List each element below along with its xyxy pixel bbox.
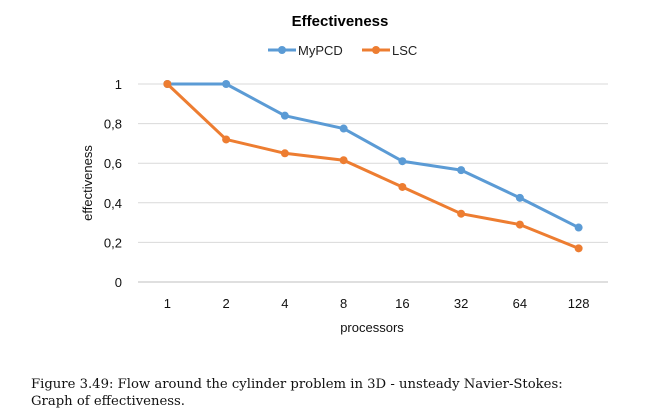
data-point-mypcd — [398, 157, 407, 166]
y-axis-label: effectiveness — [80, 145, 95, 221]
y-tick-label: 0,2 — [104, 235, 122, 250]
x-tick-label: 1 — [164, 296, 171, 311]
legend-item-mypcd: MyPCD — [268, 43, 343, 58]
data-point-lsc — [398, 182, 407, 191]
x-axis-label: processors — [340, 320, 404, 335]
gridlines — [138, 83, 608, 283]
x-tick-label: 2 — [223, 296, 230, 311]
data-point-mypcd — [515, 193, 524, 202]
data-point-mypcd — [222, 80, 231, 88]
y-tick-labels: 0 0,2 0,4 0,6 0,8 1 — [104, 77, 122, 290]
y-tick-label: 1 — [115, 77, 122, 92]
legend-lsc-marker — [372, 46, 380, 54]
data-point-mypcd — [574, 223, 583, 232]
data-point-mypcd — [280, 111, 289, 120]
legend-lsc-label: LSC — [392, 43, 417, 58]
caption-line-1: Figure 3.49: Flow around the cylinder pr… — [31, 377, 563, 392]
x-tick-label: 32 — [454, 296, 468, 311]
figure-caption: Figure 3.49: Flow around the cylinder pr… — [31, 376, 661, 410]
x-tick-label: 4 — [281, 296, 288, 311]
data-point-lsc — [222, 135, 231, 144]
x-tick-label: 8 — [340, 296, 347, 311]
data-point-lsc — [574, 244, 583, 253]
data-point-lsc — [280, 149, 289, 158]
y-tick-label: 0,6 — [104, 156, 122, 171]
legend: MyPCD LSC — [268, 43, 417, 58]
y-tick-label: 0 — [115, 275, 122, 290]
y-tick-label: 0,8 — [104, 117, 122, 132]
chart-canvas: Effectiveness MyPCD LSC 0 0,2 0,4 0,6 0,8 1 1… — [80, 13, 608, 335]
legend-mypcd-label: MyPCD — [298, 43, 343, 58]
chart-title: Effectiveness — [292, 13, 389, 30]
series-line-lsc — [165, 82, 581, 250]
caption-line-2: Graph of effectiveness. — [31, 394, 186, 409]
x-tick-label: 128 — [568, 296, 590, 311]
data-point-mypcd — [457, 166, 466, 175]
data-point-lsc — [163, 80, 172, 88]
y-tick-label: 0,4 — [104, 196, 122, 211]
series-line-mypcd — [165, 82, 581, 230]
data-series — [163, 80, 583, 253]
data-point-lsc — [457, 209, 466, 218]
legend-item-lsc: LSC — [362, 43, 417, 58]
data-point-lsc — [515, 220, 524, 229]
data-point-lsc — [339, 156, 348, 165]
x-tick-labels: 1 2 4 8 16 32 64 128 — [164, 296, 590, 311]
x-tick-label: 64 — [513, 296, 527, 311]
x-tick-label: 16 — [395, 296, 409, 311]
legend-mypcd-marker — [278, 46, 286, 54]
data-point-mypcd — [339, 124, 348, 133]
